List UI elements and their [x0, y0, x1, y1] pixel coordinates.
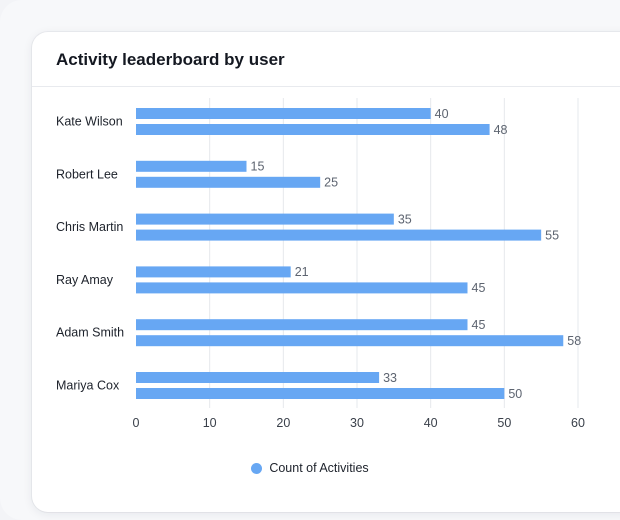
x-tick-label: 20: [276, 416, 290, 430]
x-tick-label: 60: [571, 416, 585, 430]
bar: [136, 176, 321, 188]
bar: [136, 124, 490, 135]
legend-label: Count of Activities: [269, 461, 369, 475]
data-label: 50: [508, 387, 522, 401]
x-tick-label: 40: [424, 416, 438, 430]
category-label: Ray Amay: [56, 273, 114, 287]
category-label: Kate Wilson: [56, 115, 123, 129]
data-label: 40: [435, 107, 449, 121]
bar: [136, 335, 564, 347]
category-label: Robert Lee: [56, 167, 118, 181]
data-label: 45: [472, 281, 486, 295]
bar: [136, 282, 468, 294]
legend-swatch: [251, 462, 263, 474]
chart-title: Activity leaderboard by user: [56, 50, 285, 69]
bar: [136, 266, 291, 278]
bar: [136, 108, 431, 119]
data-label: 58: [567, 334, 581, 348]
bar: [136, 213, 394, 225]
data-label: 55: [545, 228, 559, 242]
x-tick-label: 0: [133, 416, 140, 430]
category-label: Chris Martin: [56, 220, 123, 234]
bar: [136, 319, 468, 331]
x-tick-label: 30: [350, 416, 364, 430]
data-label: 48: [494, 123, 508, 137]
bar-chart: 0 10 20 30 40 50 60 Kate Wilson Robert Lee Chris …: [56, 98, 585, 430]
x-tick-label: 50: [497, 416, 511, 430]
category-label: Adam Smith: [56, 326, 124, 340]
data-label: 45: [472, 318, 486, 332]
legend[interactable]: Count of Activities: [0, 461, 620, 475]
data-label: 25: [324, 176, 338, 190]
card-header: Activity leaderboard by user: [32, 32, 620, 87]
x-tick-label: 10: [203, 416, 217, 430]
bar: [136, 388, 505, 399]
category-label: Mariya Cox: [56, 379, 120, 393]
bar: [136, 229, 542, 241]
data-label: 33: [383, 371, 397, 385]
data-label: 21: [295, 265, 309, 279]
data-label: 15: [251, 160, 265, 174]
bar: [136, 160, 247, 172]
bar: [136, 372, 380, 383]
data-label: 35: [398, 212, 412, 226]
